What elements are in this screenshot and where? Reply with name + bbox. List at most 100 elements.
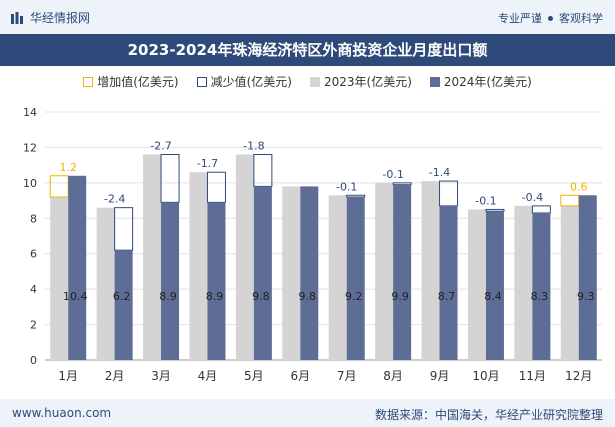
x-tick-label: 2月	[105, 369, 125, 383]
bar-2023	[50, 197, 69, 360]
bar-value-label: 9.8	[252, 290, 270, 303]
bar-2024	[346, 197, 365, 360]
y-tick-label: 12	[23, 141, 37, 154]
x-tick-label: 12月	[565, 369, 592, 383]
chart-title: 2023-2024年珠海经济特区外商投资企业月度出口额	[0, 34, 615, 66]
x-tick-label: 8月	[383, 369, 403, 383]
change-label: -0.1	[382, 168, 403, 181]
bar-2024	[485, 211, 504, 360]
brand-logo-icon	[11, 11, 23, 24]
bar-2024	[207, 202, 226, 360]
bar-2024	[114, 250, 133, 360]
bar-value-label: 9.9	[391, 290, 409, 303]
change-label: -0.1	[336, 180, 357, 193]
bar-2024	[300, 186, 319, 360]
bar-2023	[467, 209, 486, 360]
decrease-box	[346, 194, 366, 198]
legend-2024: 2024年(亿美元)	[429, 73, 532, 90]
legend-increase-label: 增加值(亿美元)	[97, 75, 179, 89]
bar-2023	[328, 195, 347, 360]
x-tick-label: 7月	[337, 369, 357, 383]
y-tick-label: 10	[23, 177, 37, 190]
change-label: -1.4	[429, 166, 450, 179]
series-2024-swatch-icon	[429, 76, 440, 87]
bar-2023	[189, 172, 208, 360]
tagline: 专业严谨 客观科学	[498, 10, 603, 26]
increase-swatch-icon	[83, 76, 94, 87]
bar-value-label: 8.9	[159, 290, 177, 303]
bar-2024	[439, 205, 458, 360]
x-tick-label: 3月	[151, 369, 171, 383]
x-tick-label: 9月	[430, 369, 450, 383]
decrease-box	[392, 182, 412, 186]
legend-2023-label: 2023年(亿美元)	[323, 75, 412, 89]
dot-icon	[548, 15, 553, 21]
x-tick-label: 10月	[472, 369, 499, 383]
decrease-box	[485, 208, 505, 212]
decrease-swatch-icon	[196, 76, 207, 87]
bar-2023	[421, 181, 440, 360]
chart-plot: 0 2 4 6 8 10 12 14 1.2 10.4 1月 -2.4 6.2 2月 -2.7 8.9 3月 -1…	[23, 106, 602, 383]
change-label: -0.1	[475, 194, 496, 207]
change-label: 0.6	[570, 180, 588, 193]
bar-value-label: 8.7	[438, 290, 456, 303]
tagline-2: 客观科学	[559, 12, 603, 25]
change-label: -2.7	[150, 140, 171, 153]
series-2023-swatch-icon	[309, 76, 320, 87]
decrease-box	[160, 154, 180, 203]
bar-2024	[68, 175, 87, 360]
increase-box	[49, 175, 69, 198]
y-tick-label: 4	[30, 283, 37, 296]
x-tick-label: 5月	[244, 369, 264, 383]
bar-value-label: 8.9	[206, 290, 224, 303]
decrease-box	[439, 180, 459, 207]
x-tick-label: 11月	[519, 369, 546, 383]
legend-2023: 2023年(亿美元)	[309, 73, 412, 90]
bar-2023	[282, 186, 301, 360]
x-tick-label: 1月	[58, 369, 78, 383]
footer-website: www.huaon.com	[12, 406, 112, 420]
footer-source: 数据来源：中国海关，华经产业研究院整理	[374, 408, 603, 422]
bar-2024	[578, 195, 597, 360]
y-tick-label: 6	[30, 248, 37, 261]
decrease-box	[253, 154, 273, 187]
bar-value-label: 9.2	[345, 290, 363, 303]
bar-value-label: 9.3	[577, 290, 595, 303]
legend-decrease: 减少值(亿美元)	[196, 73, 292, 90]
bar-2023	[560, 205, 579, 360]
change-label: -2.4	[104, 193, 125, 206]
top-bar: 华经情报网 专业严谨 客观科学	[0, 0, 615, 34]
footer: www.huaon.com 数据来源：中国海关，华经产业研究院整理	[0, 399, 615, 427]
decrease-box	[206, 171, 226, 203]
bar-2023	[375, 182, 394, 360]
legend-decrease-label: 减少值(亿美元)	[210, 75, 292, 89]
legend-increase: 增加值(亿美元)	[83, 73, 179, 90]
legend-2024-label: 2024年(亿美元)	[443, 75, 532, 89]
bar-value-label: 8.3	[531, 290, 549, 303]
brand-name: 华经情报网	[30, 11, 91, 25]
bar-2024	[532, 212, 551, 360]
bar-2023	[96, 207, 115, 360]
decrease-box	[531, 205, 551, 214]
y-tick-label: 8	[30, 212, 37, 225]
bar-2023	[143, 154, 162, 360]
y-tick-label: 14	[23, 106, 37, 119]
bar-2024	[253, 186, 272, 360]
increase-box	[560, 194, 580, 207]
bar-value-label: 6.2	[113, 290, 131, 303]
bar-value-label: 8.4	[484, 290, 502, 303]
brand: 华经情报网	[10, 9, 90, 26]
decrease-box	[114, 207, 134, 251]
tagline-1: 专业严谨	[498, 12, 542, 25]
bar-2023	[514, 205, 533, 360]
bar-2023	[235, 154, 254, 360]
x-tick-label: 4月	[198, 369, 218, 383]
x-tick-label: 6月	[290, 369, 310, 383]
y-tick-label: 2	[30, 319, 37, 332]
legend: 增加值(亿美元) 减少值(亿美元) 2023年(亿美元) 2024年(亿美元)	[0, 73, 615, 90]
y-tick-label: 0	[30, 354, 37, 367]
bar-2024	[393, 184, 412, 360]
bar-value-label: 9.8	[299, 290, 317, 303]
change-label: 1.2	[59, 161, 77, 174]
